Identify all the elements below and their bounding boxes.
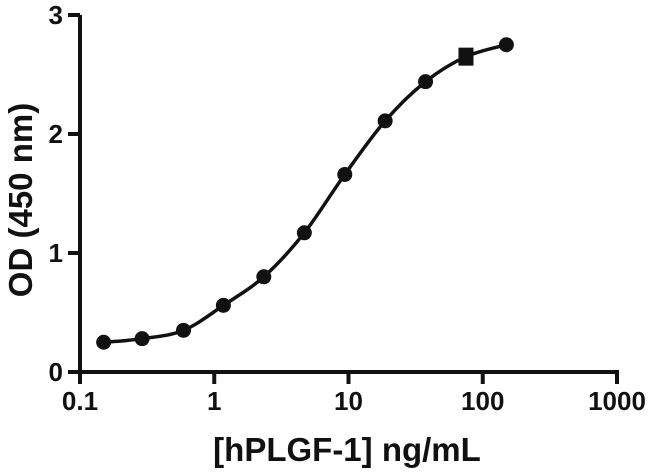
- data-point-circle: [215, 297, 231, 313]
- y-tick-label: 2: [49, 119, 63, 149]
- fit-curve: [101, 43, 509, 345]
- y-tick-label: 3: [49, 0, 63, 30]
- data-point-circle: [377, 113, 393, 129]
- data-point-circle: [256, 269, 272, 285]
- x-tick-label: 100: [461, 386, 504, 416]
- data-point-square: [458, 47, 474, 66]
- y-tick-label: 0: [49, 357, 63, 387]
- x-tick-label: 10: [334, 386, 363, 416]
- data-point-circle: [337, 166, 353, 182]
- data-point-circle: [418, 74, 434, 90]
- data-point-circle: [296, 225, 312, 241]
- data-point-circle: [96, 334, 112, 350]
- data-point-circle: [498, 37, 514, 53]
- y-axis-title-text: OD (450 nm): [2, 102, 39, 298]
- x-tick-label: 0.1: [62, 386, 98, 416]
- data-point-circle: [134, 331, 150, 347]
- x-axis-title-text: [hPLGF-1] ng/mL: [213, 431, 481, 468]
- x-tick-label: 1000: [588, 386, 646, 416]
- x-tick-label: 1: [207, 386, 221, 416]
- data-point-circle: [175, 322, 191, 338]
- y-tick-label: 1: [49, 238, 63, 268]
